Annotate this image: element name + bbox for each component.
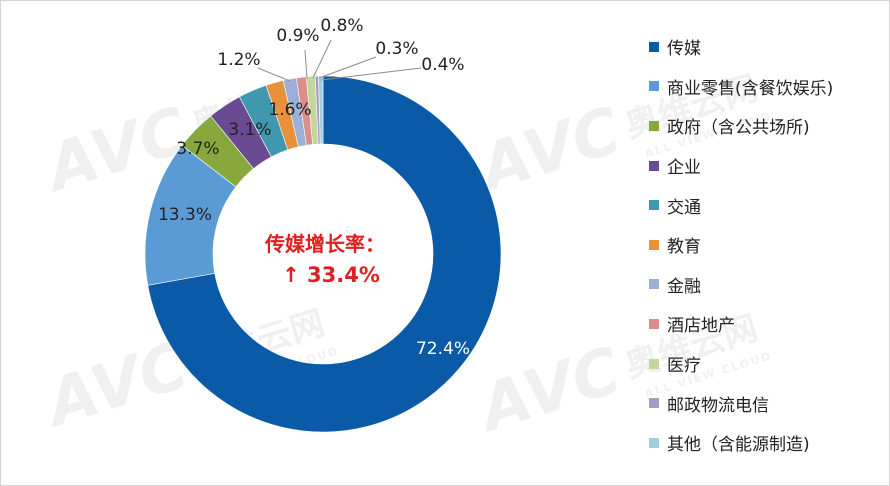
legend-swatch-icon (649, 318, 659, 329)
slice-data-label: 0.3% (375, 39, 418, 59)
legend-label: 金融 (667, 276, 701, 297)
watermark-brand: AVC (467, 334, 629, 448)
slice-data-label: 1.2% (217, 50, 260, 70)
legend-item: 企业 (649, 146, 833, 186)
legend-item: 商业零售(含餐饮娱乐) (649, 67, 833, 107)
legend-item: 其他（含能源制造) (649, 423, 833, 463)
donut-slice (147, 75, 502, 433)
legend-label: 其他（含能源制造) (667, 435, 810, 456)
legend-item: 交通 (649, 185, 833, 225)
donut-slice (318, 75, 324, 145)
legend-label: 教育 (667, 237, 701, 258)
legend-label: 酒店地产 (667, 316, 735, 337)
leader-line (318, 56, 377, 79)
leader-line (304, 49, 308, 80)
watermark-brand: AVC (467, 94, 629, 208)
legend-swatch-icon (649, 437, 659, 448)
legend-item: 教育 (649, 225, 833, 265)
slice-data-label: 13.3% (158, 205, 212, 225)
slice-data-label: 0.4% (421, 55, 464, 75)
leader-line (320, 67, 422, 81)
slice-data-label: 3.7% (176, 139, 219, 159)
slice-data-label: 1.6% (268, 100, 311, 120)
legend-swatch-icon (649, 239, 659, 250)
legend-label: 企业 (667, 158, 701, 179)
legend-swatch-icon (649, 41, 659, 52)
chart-legend: 传媒商业零售(含餐饮娱乐) 政府（含公共场所) 企业交通教育金融酒店地产医疗邮政物流… (649, 27, 833, 463)
center-label-title: 传媒增长率： (264, 232, 385, 256)
slice-data-label: 0.8% (320, 16, 363, 36)
legend-item: 医疗 (649, 344, 833, 384)
legend-item: 金融 (649, 265, 833, 305)
legend-swatch-icon (649, 200, 659, 211)
center-label: 传媒增长率： ↑ 33.4% (264, 232, 385, 287)
leader-line (312, 39, 332, 79)
legend-label: 传媒 (667, 39, 701, 60)
slice-data-label: 0.9% (276, 26, 319, 46)
legend-swatch-icon (649, 398, 659, 409)
legend-label: 医疗 (667, 356, 701, 377)
slice-data-label: 3.1% (228, 120, 271, 140)
leader-lines (257, 39, 422, 82)
legend-label: 政府（含公共场所) (667, 118, 810, 139)
slice-labels: 72.4% 13.3% 3.7% 3.1%1.6% 1.2% 0.9% 0.8% 0.3%0.… (158, 16, 470, 359)
center-label-value: ↑ 33.4% (282, 263, 380, 287)
legend-item: 政府（含公共场所) (649, 106, 833, 146)
legend-item: 邮政物流电信 (649, 383, 833, 423)
legend-label: 邮政物流电信 (667, 395, 769, 416)
legend-swatch-icon (649, 81, 659, 92)
legend-item: 传媒 (649, 27, 833, 67)
legend-item: 酒店地产 (649, 304, 833, 344)
legend-swatch-icon (649, 279, 659, 290)
legend-label: 商业零售(含餐饮娱乐) (667, 78, 834, 99)
legend-swatch-icon (649, 358, 659, 369)
leader-line (257, 67, 291, 82)
donut-slices (144, 75, 502, 433)
legend-swatch-icon (649, 120, 659, 131)
legend-swatch-icon (649, 160, 659, 171)
slice-data-label: 72.4% (416, 339, 470, 359)
legend-label: 交通 (667, 197, 701, 218)
